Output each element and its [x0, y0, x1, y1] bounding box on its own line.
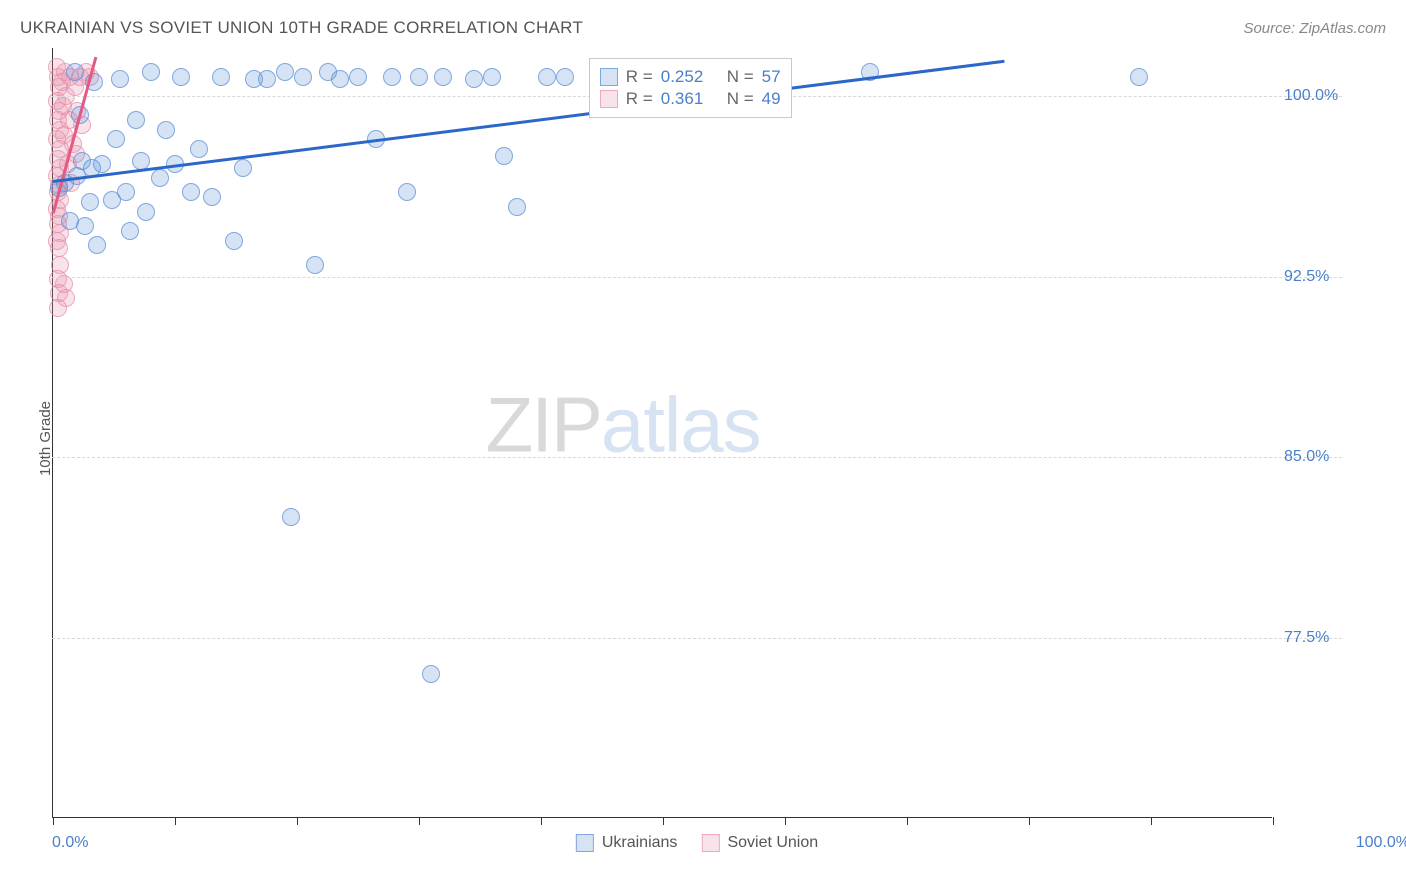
data-point-ukrainians [93, 155, 111, 173]
watermark-atlas: atlas [601, 380, 761, 468]
legend-stats-row-ukrainians: R = 0.252 N = 57 [600, 67, 781, 87]
n-label: N = [727, 89, 754, 109]
source-label: Source: ZipAtlas.com [1243, 20, 1386, 37]
data-point-ukrainians [151, 169, 169, 187]
n-value-ukrainians: 57 [762, 67, 781, 87]
chart-title: UKRAINIAN VS SOVIET UNION 10TH GRADE COR… [20, 18, 583, 38]
data-point-ukrainians [465, 70, 483, 88]
data-point-ukrainians [81, 193, 99, 211]
data-point-ukrainians [508, 198, 526, 216]
r-label: R = [626, 67, 653, 87]
data-point-ukrainians [276, 63, 294, 81]
legend-label-ukrainians: Ukrainians [602, 834, 678, 852]
x-tick [785, 817, 786, 825]
data-point-ukrainians [234, 159, 252, 177]
legend-item-ukrainians: Ukrainians [576, 834, 678, 852]
data-point-ukrainians [212, 68, 230, 86]
y-tick-label: 77.5% [1284, 629, 1329, 647]
data-point-soviet [50, 239, 68, 257]
legend-stats-swatch-ukrainians [600, 68, 618, 86]
x-tick [907, 817, 908, 825]
data-point-ukrainians [495, 147, 513, 165]
y-tick-label: 85.0% [1284, 448, 1329, 466]
data-point-ukrainians [66, 63, 84, 81]
x-axis-max-label: 100.0% [1356, 834, 1406, 852]
data-point-ukrainians [88, 236, 106, 254]
data-point-ukrainians [157, 121, 175, 139]
data-point-ukrainians [127, 111, 145, 129]
legend-stats-swatch-soviet [600, 90, 618, 108]
watermark-zip: ZIP [486, 380, 601, 468]
legend-item-soviet: Soviet Union [701, 834, 818, 852]
data-point-ukrainians [225, 232, 243, 250]
plot-area: ZIPatlas [52, 48, 1272, 818]
r-value-ukrainians: 0.252 [661, 67, 713, 87]
legend-swatch-ukrainians [576, 834, 594, 852]
n-label: N = [727, 67, 754, 87]
data-point-ukrainians [182, 183, 200, 201]
data-point-ukrainians [1130, 68, 1148, 86]
data-point-ukrainians [383, 68, 401, 86]
x-tick [53, 817, 54, 825]
x-tick [1029, 817, 1030, 825]
x-tick [663, 817, 664, 825]
r-value-soviet: 0.361 [661, 89, 713, 109]
data-point-ukrainians [172, 68, 190, 86]
data-point-ukrainians [306, 256, 324, 274]
x-tick [541, 817, 542, 825]
data-point-ukrainians [538, 68, 556, 86]
x-tick [419, 817, 420, 825]
data-point-ukrainians [107, 130, 125, 148]
gridline [52, 457, 1342, 458]
r-label: R = [626, 89, 653, 109]
y-tick-label: 100.0% [1284, 87, 1338, 105]
data-point-ukrainians [331, 70, 349, 88]
data-point-ukrainians [121, 222, 139, 240]
n-value-soviet: 49 [762, 89, 781, 109]
data-point-ukrainians [422, 665, 440, 683]
data-point-ukrainians [556, 68, 574, 86]
data-point-ukrainians [203, 188, 221, 206]
x-tick [297, 817, 298, 825]
gridline [52, 638, 1342, 639]
data-point-ukrainians [349, 68, 367, 86]
data-point-ukrainians [294, 68, 312, 86]
legend-label-soviet: Soviet Union [727, 834, 818, 852]
trend-line-ukrainians [53, 60, 1005, 183]
data-point-ukrainians [117, 183, 135, 201]
data-point-ukrainians [410, 68, 428, 86]
y-tick-label: 92.5% [1284, 268, 1329, 286]
plot-wrap: ZIPatlas 0.0% 100.0% Ukrainians Soviet U… [52, 48, 1342, 818]
legend-swatch-soviet [701, 834, 719, 852]
legend-stats-row-soviet: R = 0.361 N = 49 [600, 89, 781, 109]
x-tick [1273, 817, 1274, 825]
x-tick [1151, 817, 1152, 825]
data-point-soviet [57, 289, 75, 307]
gridline [52, 277, 1342, 278]
legend-bottom: Ukrainians Soviet Union [576, 834, 818, 852]
data-point-ukrainians [282, 508, 300, 526]
data-point-ukrainians [434, 68, 452, 86]
data-point-ukrainians [137, 203, 155, 221]
data-point-soviet [51, 256, 69, 274]
data-point-ukrainians [142, 63, 160, 81]
data-point-ukrainians [258, 70, 276, 88]
data-point-ukrainians [483, 68, 501, 86]
x-axis-min-label: 0.0% [52, 834, 88, 852]
data-point-ukrainians [111, 70, 129, 88]
data-point-ukrainians [398, 183, 416, 201]
data-point-ukrainians [190, 140, 208, 158]
x-tick [175, 817, 176, 825]
legend-stats: R = 0.252 N = 57 R = 0.361 N = 49 [589, 58, 792, 118]
data-point-ukrainians [76, 217, 94, 235]
